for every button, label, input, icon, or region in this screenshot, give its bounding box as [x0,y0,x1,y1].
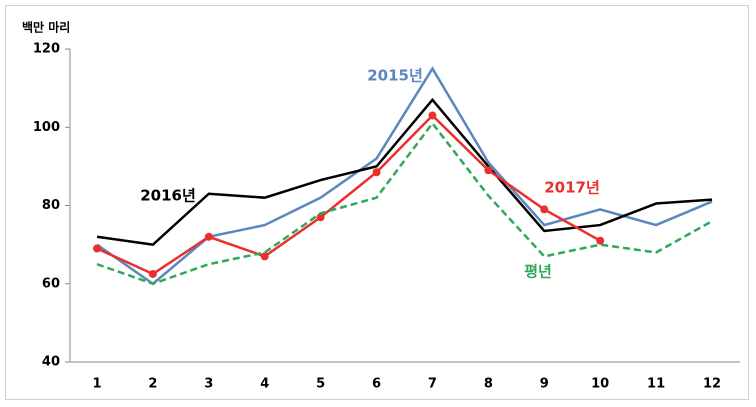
x-tick-label: 12 [703,377,721,392]
x-tick-label: 4 [260,377,269,392]
y-tick-label: 120 [33,42,60,57]
frame [5,5,749,400]
x-tick-label: 3 [204,377,213,392]
series-label: 2017년 [544,179,600,197]
y-tick-label: 40 [42,355,60,370]
series-line [96,113,601,276]
point [540,205,549,214]
series-line [96,66,713,286]
y-tick-label: 100 [33,120,60,135]
point [148,269,157,278]
point [596,236,605,245]
series-line [96,97,713,246]
x-tick-label: 9 [540,377,549,392]
point [316,213,325,222]
x-tick-label: 11 [647,377,665,392]
x-tick-label: 6 [372,377,381,392]
y-tick-label: 80 [42,198,60,213]
x-tick-label: 8 [484,377,493,392]
point [260,252,269,261]
y-axis-label: 백만 마리 [22,20,70,35]
x-tick-label: 7 [428,377,437,392]
series-label: 2015년 [367,67,423,85]
point [484,166,493,175]
point [93,244,101,253]
point [372,168,381,177]
series-label: 2016년 [140,187,196,205]
point [204,232,213,241]
x-tick-label: 1 [92,377,101,392]
x-tick-label: 2 [148,377,157,392]
x-tick-label: 10 [591,377,609,392]
x-tick-label: 5 [316,377,325,392]
y-tick-label: 60 [42,276,60,291]
series-label: 평년 [524,263,552,281]
point [428,111,437,120]
